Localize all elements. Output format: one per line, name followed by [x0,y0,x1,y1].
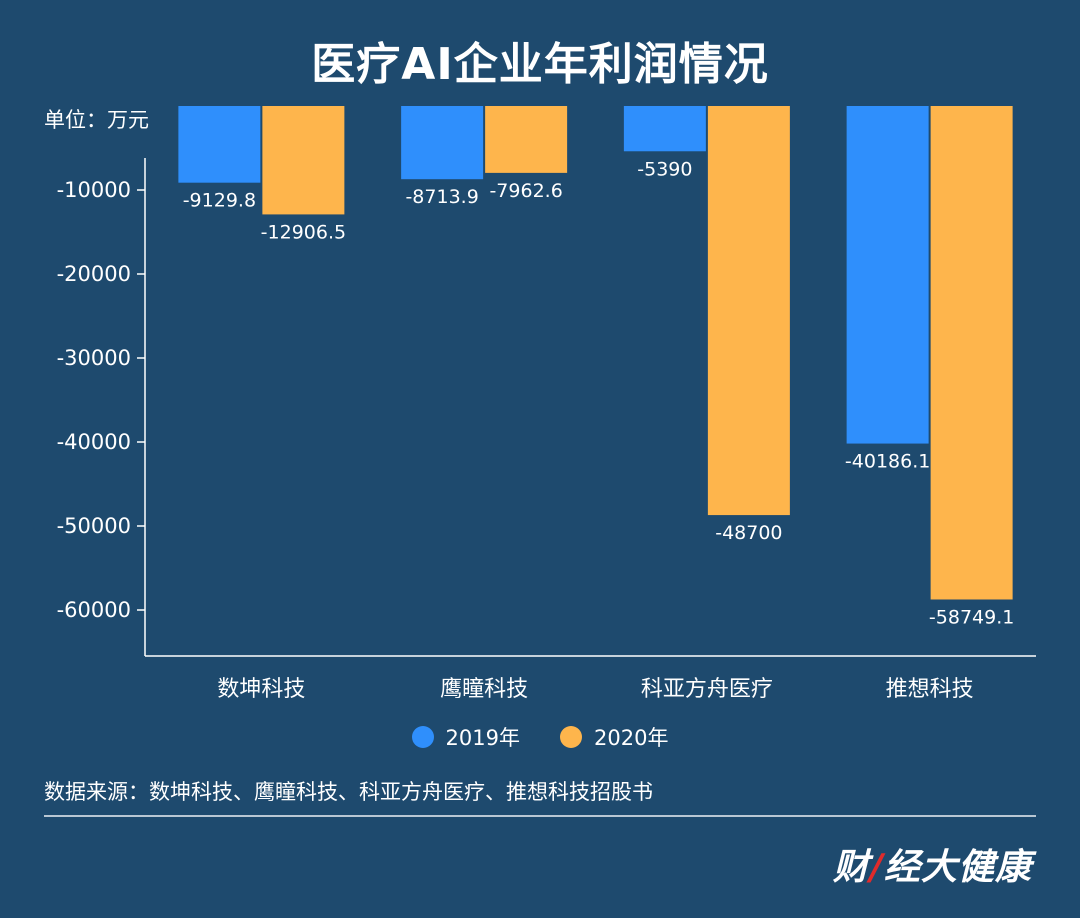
data-label: -5390 [637,158,692,180]
legend-swatch-2019 [411,726,434,748]
divider [44,815,1036,817]
chart-title: 医疗AI企业年利润情况 [311,39,769,90]
x-tick-label: 数坤科技 [217,677,305,702]
bar-2020 [707,106,790,516]
bar-2019 [623,106,706,152]
data-label: -7962.6 [489,180,562,202]
brand-logo: 财/经大健康 [833,838,1032,890]
legend-item-2020: 2020年 [560,722,668,752]
bar-2020 [485,106,568,173]
bar-2019 [178,106,261,183]
x-tick-label: 科亚方舟医疗 [641,677,773,702]
y-tick-label: -40000 [57,430,131,454]
y-tick-label: -10000 [57,178,131,202]
data-label: -40186.1 [845,451,930,473]
y-tick-label: -50000 [57,514,131,538]
legend: 2019年 2020年 [0,722,1080,752]
bar-2019 [846,106,929,444]
y-tick-label: -60000 [57,598,131,622]
y-tick-label: -30000 [57,346,131,370]
data-label: -48700 [715,522,782,544]
data-label: -58749.1 [929,606,1014,628]
legend-item-2019: 2019年 [411,722,520,752]
bar-2019 [401,106,484,180]
data-label: -8713.9 [405,186,478,208]
legend-label-2019: 2019年 [445,726,520,750]
data-label: -9129.8 [183,190,256,212]
y-tick-label: -20000 [57,262,131,286]
logo-mark: / [869,847,884,888]
bar-2020 [262,106,345,215]
legend-label-2020: 2020年 [594,726,669,750]
unit-label: 单位：万元 [44,108,149,132]
data-label: -12906.5 [261,221,346,243]
legend-swatch-2020 [560,726,582,748]
bar-2020 [930,106,1013,600]
x-tick-label: 推想科技 [886,677,974,702]
logo-text-suffix: 经大健康 [883,847,1032,888]
source-note: 数据来源：数坤科技、鹰瞳科技、科亚方舟医疗、推想科技招股书 [44,780,653,804]
logo-text-prefix: 财 [832,847,870,888]
x-tick-label: 鹰瞳科技 [440,677,528,702]
